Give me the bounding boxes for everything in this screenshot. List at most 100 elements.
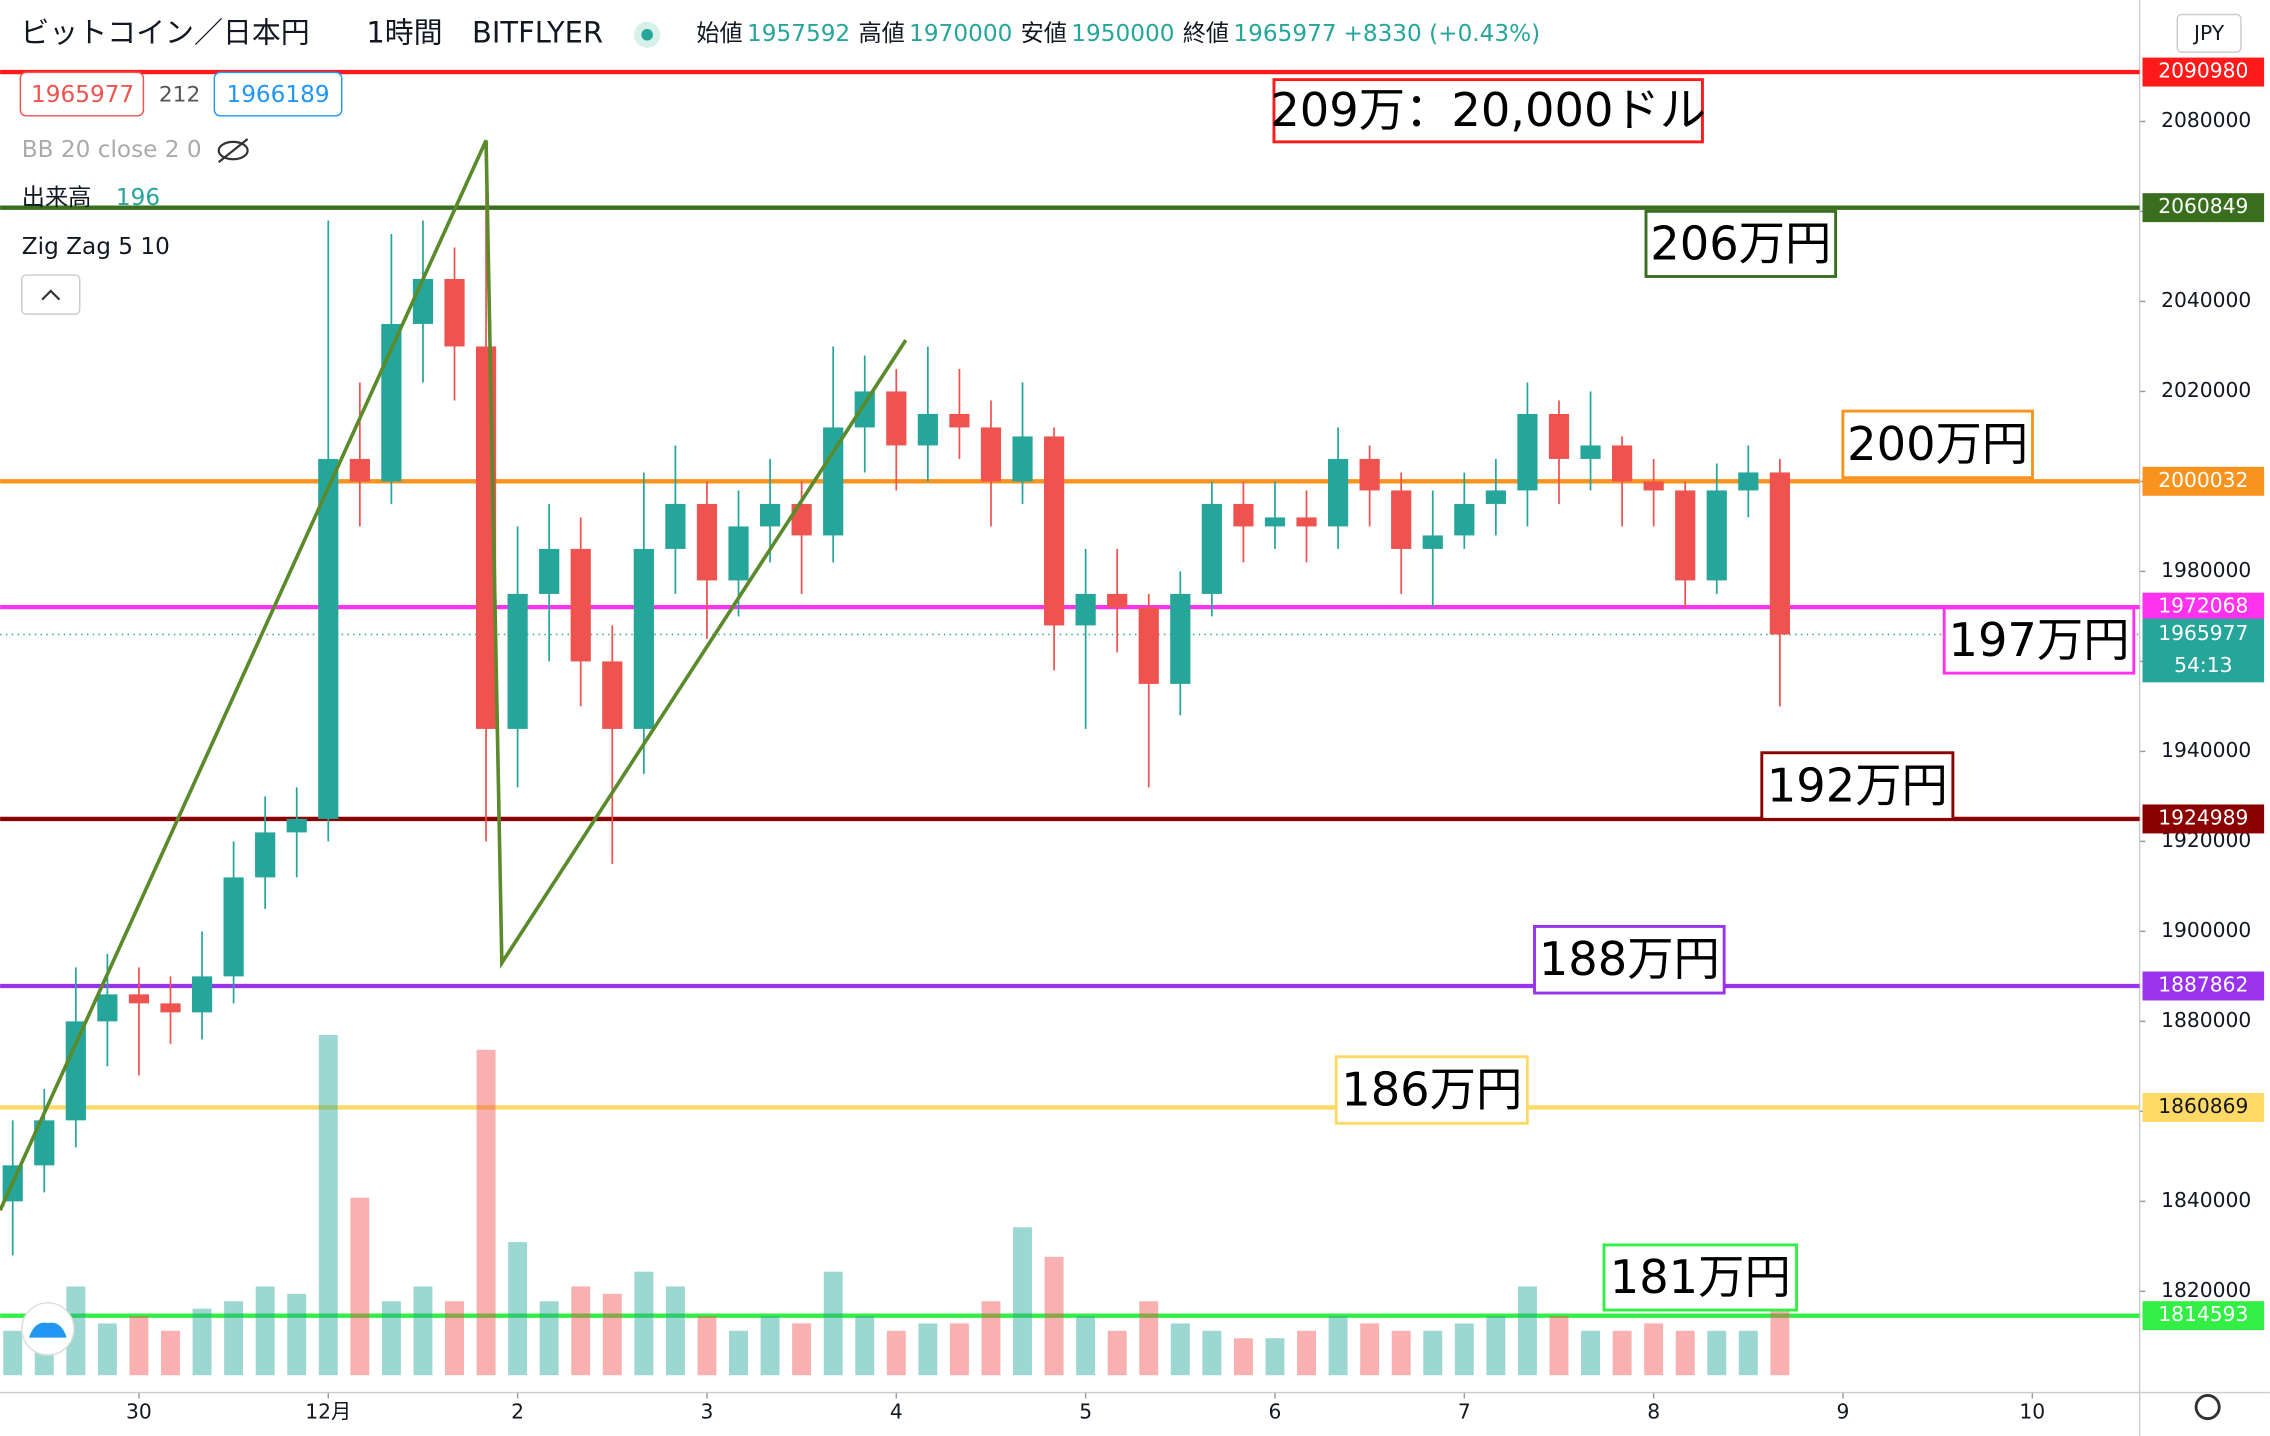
candle-body xyxy=(191,976,213,1013)
volume-bar xyxy=(981,1301,1001,1376)
volume-bar xyxy=(1297,1330,1316,1376)
ohlc-value: 1950000 xyxy=(1071,21,1174,47)
candle-body xyxy=(507,593,528,729)
volume-bar xyxy=(697,1316,717,1376)
logo-icon xyxy=(29,1322,67,1338)
candle-body xyxy=(1264,517,1286,527)
candle-body xyxy=(1012,436,1033,482)
volume-bar xyxy=(1328,1316,1348,1376)
candle-body xyxy=(65,1021,86,1121)
candle-body xyxy=(980,427,1002,482)
volume-bar xyxy=(381,1301,401,1376)
candle-body xyxy=(1769,472,1790,635)
y-tick-label: 2080000 xyxy=(2161,108,2251,132)
candle-body xyxy=(349,458,370,482)
candle-body xyxy=(759,503,781,527)
y-tick-label: 1980000 xyxy=(2161,558,2251,582)
candle-body xyxy=(286,818,307,833)
annotation-box xyxy=(1644,209,1838,278)
currency: JPY xyxy=(2192,21,2225,45)
volume-bar xyxy=(1391,1330,1411,1376)
level-label: 1887862 xyxy=(2158,972,2248,996)
candle-body xyxy=(823,427,844,536)
volume-bar xyxy=(318,1035,338,1376)
zigzag-line xyxy=(0,139,908,1212)
volume-bar xyxy=(1517,1286,1537,1376)
currency-box[interactable] xyxy=(2176,13,2242,53)
indicator-zigzag: Zig Zag 5 10 xyxy=(22,234,170,260)
volume-bar xyxy=(760,1316,780,1376)
volume-bar xyxy=(224,1301,244,1376)
ohlc-label: 安値 xyxy=(1021,21,1067,47)
annotation-box xyxy=(1334,1055,1529,1125)
candle-body xyxy=(1517,413,1538,491)
candle-body xyxy=(318,458,339,819)
volume-bar xyxy=(192,1308,212,1376)
x-tick-label: 6 xyxy=(1269,1399,1282,1423)
candle-body xyxy=(1675,490,1696,581)
candle-body xyxy=(1043,436,1065,626)
indicator-bb: BB 20 close 2 0 xyxy=(22,137,202,163)
ask: 1966189 xyxy=(226,82,329,108)
volume-bar xyxy=(855,1316,875,1376)
candle-body xyxy=(412,278,434,324)
last-price-box xyxy=(2142,618,2265,683)
candle-body xyxy=(1738,472,1759,491)
candle-body xyxy=(1485,490,1506,504)
annotation-box xyxy=(1942,606,2136,675)
settings-icon[interactable] xyxy=(2194,1394,2221,1421)
candle-body xyxy=(1327,458,1349,527)
level-label-box xyxy=(2142,804,2265,834)
change: +8330 (+0.43%) xyxy=(1343,21,1540,47)
level-label-box xyxy=(2142,466,2265,496)
volume-bar xyxy=(918,1323,938,1376)
x-tick-label: 12月 xyxy=(305,1399,351,1423)
volume-bar xyxy=(602,1293,622,1376)
volume-bar xyxy=(445,1301,464,1376)
candle-body xyxy=(1422,535,1443,549)
ohlc-label: 終値 xyxy=(1183,21,1229,47)
volume-bar xyxy=(97,1323,117,1376)
volume-bar xyxy=(3,1330,23,1376)
level-label-box xyxy=(2142,193,2265,223)
ohlc-value: 1957592 xyxy=(747,21,850,47)
candle-body xyxy=(1107,593,1128,608)
volume-bar xyxy=(1044,1256,1064,1376)
annotation-box xyxy=(1760,751,1955,821)
volume-bar xyxy=(886,1330,906,1376)
hide-icon[interactable] xyxy=(217,138,249,163)
collapse-button[interactable] xyxy=(21,274,81,315)
volume-bar xyxy=(1454,1323,1474,1376)
volume-bar xyxy=(1233,1338,1253,1376)
volume-bar xyxy=(413,1286,433,1376)
annotation: 192万円 xyxy=(1767,758,1948,812)
candle-body xyxy=(1643,481,1664,491)
ask-box xyxy=(213,71,343,117)
candle-body xyxy=(34,1120,55,1166)
level-label: 1860869 xyxy=(2158,1094,2248,1118)
volume-bar xyxy=(1013,1227,1032,1376)
volume-bar xyxy=(161,1330,180,1376)
candle-body xyxy=(1233,503,1254,527)
volume-bar xyxy=(287,1293,307,1376)
candle-body xyxy=(128,994,150,1004)
candle-body xyxy=(1611,445,1633,482)
volume-bar xyxy=(1675,1330,1695,1376)
annotation: 186万円 xyxy=(1341,1062,1522,1116)
volume-bar xyxy=(1644,1323,1664,1376)
y-tick-label: 1840000 xyxy=(2161,1188,2251,1212)
level-label-box xyxy=(2142,1092,2265,1122)
interval: 1時間 xyxy=(366,16,442,50)
candle-body xyxy=(886,391,907,446)
level-label: 1814593 xyxy=(2158,1302,2248,1326)
volume-bar xyxy=(129,1316,149,1376)
volume-bar xyxy=(350,1197,370,1376)
candle-body xyxy=(665,503,686,549)
y-tick-label: 1900000 xyxy=(2161,918,2251,942)
annotation: 197万円 xyxy=(1948,613,2129,667)
annotation-box xyxy=(1841,409,2034,480)
volume-bar xyxy=(1486,1316,1506,1376)
candle-body xyxy=(223,877,244,977)
volume-bar xyxy=(1581,1330,1601,1376)
